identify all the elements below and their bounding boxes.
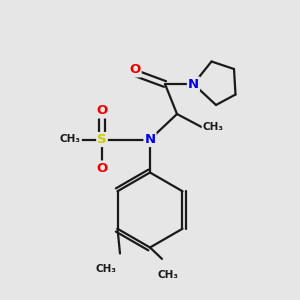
Text: N: N — [188, 77, 199, 91]
Text: CH₃: CH₃ — [96, 263, 117, 274]
Text: CH₃: CH₃ — [158, 270, 178, 280]
Text: CH₃: CH₃ — [60, 134, 81, 145]
Text: O: O — [96, 104, 108, 118]
Text: O: O — [129, 63, 141, 76]
Text: O: O — [96, 161, 108, 175]
Text: CH₃: CH₃ — [202, 122, 224, 133]
Text: S: S — [97, 133, 107, 146]
Text: N: N — [144, 133, 156, 146]
